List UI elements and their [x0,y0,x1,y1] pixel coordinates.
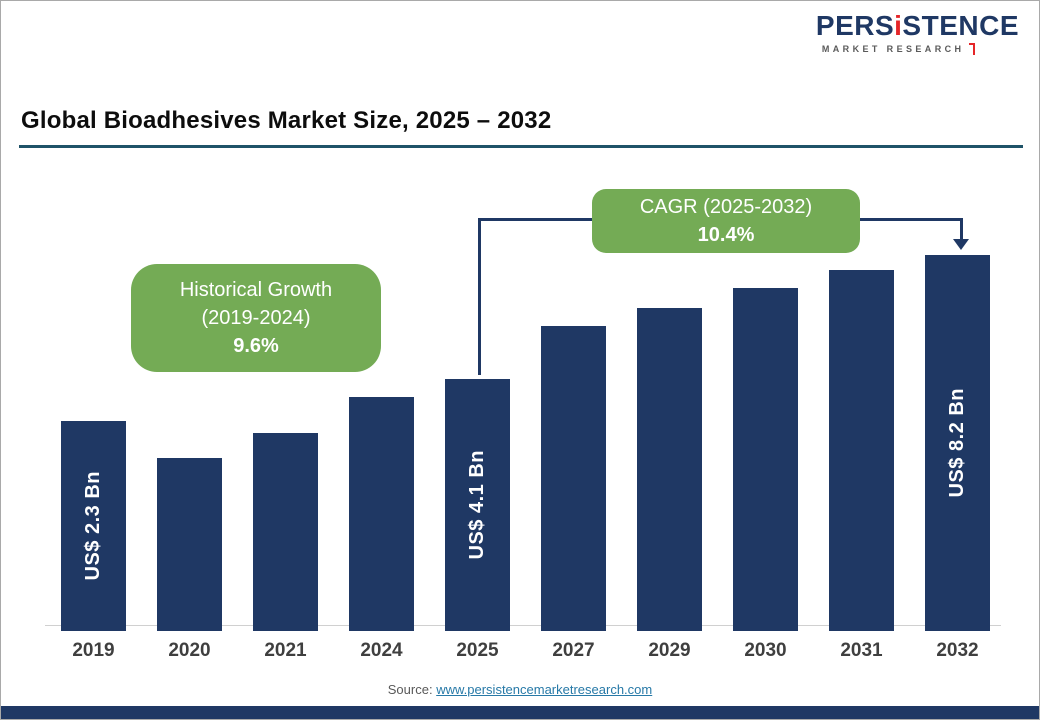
historical-growth-line2: (2019-2024) [201,307,311,329]
cagr-connector-vertical-2032 [960,218,963,240]
cagr-callout: CAGR (2025-2032) 10.4% [592,189,860,253]
bar-column-2024: 2024 [349,397,414,662]
bar-2027 [541,326,606,631]
historical-growth-callout: Historical Growth (2019-2024) 9.6% [131,264,381,372]
historical-growth-value: 9.6% [233,335,279,357]
bar-value-label-2025: US$ 4.1 Bn [466,450,488,560]
x-tick-label-2030: 2030 [744,640,787,661]
x-tick-label-2029: 2029 [648,640,691,661]
bar-2032: US$ 8.2 Bn [925,255,990,631]
title-underline-rule [19,145,1023,148]
bar-column-2020: 2020 [157,458,222,662]
cagr-connector-horizontal-right [859,218,963,221]
x-tick-label-2021: 2021 [264,640,307,661]
x-axis-line [45,625,1001,626]
bar-column-2019: US$ 2.3 Bn 2019 [61,421,126,662]
cagr-connector-horizontal-left [478,218,594,221]
logo-red-i: i [894,10,903,41]
chart-title: Global Bioadhesives Market Size, 2025 – … [21,107,552,134]
x-tick-label-2020: 2020 [168,640,211,661]
bar-2021 [253,433,318,631]
historical-growth-line1: Historical Growth [179,279,333,301]
logo-tagline: MARKET RESEARCH [821,44,965,55]
source-line: Source: www.persistencemarketresearch.co… [1,682,1039,697]
source-link[interactable]: www.persistencemarketresearch.com [436,682,653,697]
bar-column-2032: US$ 8.2 Bn 2032 [925,255,990,662]
logo-brand-text: PERSiSTENCE [815,10,1019,41]
bar-2030 [733,288,798,631]
bottom-navy-strip [1,706,1039,719]
bar-column-2029: 2029 [637,308,702,662]
x-tick-label-2032: 2032 [936,640,979,661]
x-tick-label-2025: 2025 [456,640,499,661]
bar-2031 [829,270,894,631]
cagr-value: 10.4% [697,224,755,246]
bar-chart: US$ 2.3 Bn 2019 2020 2021 2024 US$ 4.1 Bn 2025… [61,255,990,662]
bar-column-2021: 2021 [253,433,318,662]
bar-column-2030: 2030 [733,288,798,662]
cagr-line1: CAGR (2025-2032) [639,196,813,218]
bar-2020 [157,458,222,631]
x-tick-label-2024: 2024 [360,640,403,661]
bar-column-2025: US$ 4.1 Bn 2025 [445,379,510,662]
x-tick-label-2027: 2027 [552,640,595,661]
bar-2019: US$ 2.3 Bn [61,421,126,631]
bar-column-2027: 2027 [541,326,606,662]
bar-2029 [637,308,702,631]
x-tick-label-2031: 2031 [840,640,883,661]
bar-value-label-2019: US$ 2.3 Bn [82,471,104,581]
logo-red-bracket-icon [969,43,976,56]
bar-2025: US$ 4.1 Bn [445,379,510,631]
bar-value-label-2032: US$ 8.2 Bn [946,388,968,498]
cagr-arrowhead-icon [953,239,969,250]
persistence-market-research-logo: PERSiSTENCE MARKET RESEARCH [815,10,1019,56]
bar-column-2031: 2031 [829,270,894,662]
cagr-connector-vertical-2025 [478,220,481,375]
bar-2024 [349,397,414,631]
x-tick-label-2019: 2019 [72,640,115,661]
source-label: Source: [387,682,433,697]
